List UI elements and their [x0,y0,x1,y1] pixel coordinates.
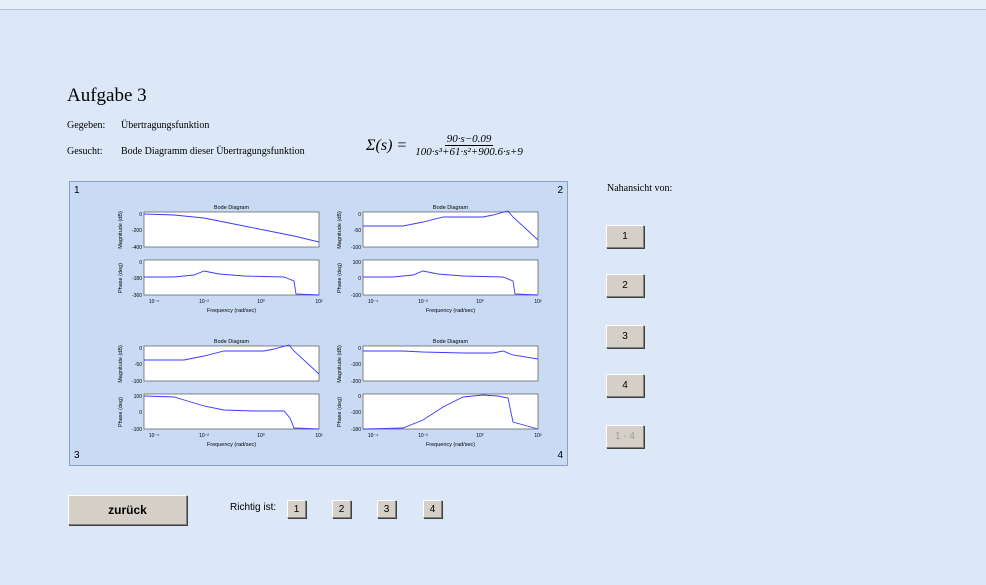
phase-axis-label: Phase (deg) [118,263,124,293]
frequency-tick: 10⁻² [199,433,209,439]
magnitude-tick: -200 [351,379,361,385]
answer-button-4[interactable]: 4 [423,500,442,518]
phase-axes [363,260,538,295]
bode-plot-4[interactable]: Bode Diagram 0 -100 -200 0 -100 -180 10⁻⁴ 10⁻² 10… [327,336,559,464]
panel-corner-3: 3 [74,450,80,461]
formula-fraction: 90·s−0.09 100·s³+61·s²+900.6·s+9 [413,133,525,158]
frequency-axis-label: Frequency (rad/sec) [426,442,475,448]
magnitude-tick: -200 [132,228,142,234]
bode-title: Bode Diagram [214,339,250,345]
frequency-tick: 10⁻⁴ [149,299,159,305]
answer-button-3[interactable]: 3 [377,500,396,518]
frequency-tick: 10⁰ [257,299,265,305]
magnitude-tick: 0 [358,346,361,352]
phase-tick: -100 [132,427,142,433]
magnitude-tick: 0 [358,212,361,218]
frequency-tick: 10⁰ [476,299,484,305]
wanted-label: Gesucht: [67,146,103,157]
frequency-tick: 10² [534,299,542,305]
frequency-tick: 10² [534,433,542,439]
magnitude-tick: -100 [132,379,142,385]
frequency-tick: 10⁻² [418,299,428,305]
frequency-axis-label: Frequency (rad/sec) [207,442,256,448]
phase-tick: -100 [351,293,361,299]
phase-tick: 0 [139,260,142,266]
bode-title: Bode Diagram [433,205,469,211]
magnitude-axes [144,212,319,247]
page-title: Aufgabe 3 [67,85,147,107]
panel-corner-2: 2 [557,185,563,196]
formula-lhs: Σ(s) = [366,137,407,155]
frequency-tick: 10⁻⁴ [368,299,378,305]
phase-tick: -360 [132,293,142,299]
magnitude-tick: -100 [351,245,361,251]
bode-diagram-panel: 1 2 3 4 Bode Diagram 0 -200 -400 0 -180 -360 10… [69,181,568,466]
bode-plot-2[interactable]: Bode Diagram 0 -50 -100 100 0 -100 10⁻⁴ 10⁻² 10⁰ 1… [327,202,559,330]
phase-tick: 100 [134,394,143,400]
back-button[interactable]: zurück [68,495,187,525]
magnitude-tick: -100 [351,362,361,368]
magnitude-axis-label: Magnitude (dB) [118,345,124,383]
given-value: Übertragungsfunktion [121,120,209,131]
magnitude-axis-label: Magnitude (dB) [118,211,124,249]
phase-tick: -100 [351,410,361,416]
frequency-axis-label: Frequency (rad/sec) [207,308,256,314]
phase-axis-label: Phase (deg) [118,397,124,427]
magnitude-axis-label: Magnitude (dB) [337,211,343,249]
phase-axis-label: Phase (deg) [337,397,343,427]
closeup-button-all[interactable]: 1 - 4 [606,425,644,448]
phase-tick: -180 [132,276,142,282]
magnitude-tick: -50 [135,362,142,368]
bode-title: Bode Diagram [214,205,250,211]
answer-button-2[interactable]: 2 [332,500,351,518]
answer-button-1[interactable]: 1 [287,500,306,518]
frequency-tick: 10⁻⁴ [368,433,378,439]
phase-tick: -180 [351,427,361,433]
frequency-tick: 10⁰ [476,433,484,439]
frequency-axis-label: Frequency (rad/sec) [426,308,475,314]
frequency-tick: 10⁻² [199,299,209,305]
phase-tick: 0 [358,394,361,400]
phase-axes [144,260,319,295]
phase-axes [363,394,538,429]
magnitude-tick: -400 [132,245,142,251]
wanted-value: Bode Diagramm dieser Übertragungsfunktio… [121,146,305,157]
phase-tick: 0 [358,276,361,282]
frequency-tick: 10² [315,433,323,439]
answer-label: Richtig ist: [230,502,276,513]
closeup-button-2[interactable]: 2 [606,274,644,297]
frequency-tick: 10² [315,299,323,305]
given-label: Gegeben: [67,120,105,131]
closeup-button-3[interactable]: 3 [606,325,644,348]
magnitude-axis-label: Magnitude (dB) [337,345,343,383]
closeup-button-1[interactable]: 1 [606,225,644,248]
magnitude-tick: 0 [139,346,142,352]
magnitude-tick: -50 [354,228,361,234]
magnitude-tick: 0 [139,212,142,218]
panel-corner-1: 1 [74,185,80,196]
closeup-label: Nahansicht von: [607,183,672,194]
phase-axis-label: Phase (deg) [337,263,343,293]
frequency-tick: 10⁰ [257,433,265,439]
bode-plot-3[interactable]: Bode Diagram 0 -50 -100 100 0 -100 10⁻⁴ 10⁻² 10⁰ 1… [108,336,340,464]
frequency-tick: 10⁻⁴ [149,433,159,439]
transfer-function-formula: Σ(s) = 90·s−0.09 100·s³+61·s²+900.6·s+9 [366,133,525,158]
bode-title: Bode Diagram [433,339,469,345]
top-border [0,0,986,10]
closeup-button-4[interactable]: 4 [606,374,644,397]
phase-tick: 0 [139,410,142,416]
phase-tick: 100 [353,260,362,266]
frequency-tick: 10⁻² [418,433,428,439]
formula-numerator: 90·s−0.09 [445,133,494,146]
bode-plot-1[interactable]: Bode Diagram 0 -200 -400 0 -180 -360 10⁻⁴ 10⁻² 10… [108,202,340,330]
formula-denominator: 100·s³+61·s²+900.6·s+9 [413,146,525,158]
